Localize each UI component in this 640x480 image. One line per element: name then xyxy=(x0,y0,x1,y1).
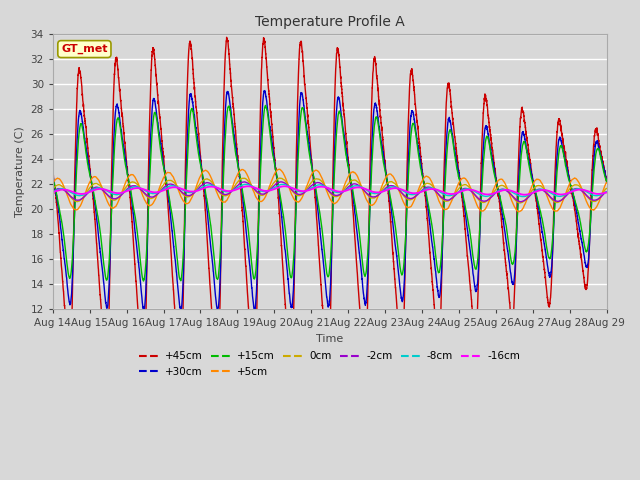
-16cm xyxy=(403,189,410,194)
+30cm xyxy=(603,178,611,183)
+45cm xyxy=(603,180,611,185)
-2cm xyxy=(403,194,410,200)
+15cm xyxy=(262,103,269,108)
0cm xyxy=(494,184,502,190)
-8cm xyxy=(403,190,410,196)
+5cm xyxy=(494,178,502,184)
+30cm xyxy=(465,240,473,245)
+45cm xyxy=(223,35,230,40)
-16cm xyxy=(78,191,86,197)
0cm xyxy=(78,196,86,202)
-16cm xyxy=(502,187,509,193)
Text: GT_met: GT_met xyxy=(61,44,108,54)
+30cm xyxy=(260,88,268,94)
Title: Temperature Profile A: Temperature Profile A xyxy=(255,15,404,29)
0cm xyxy=(276,175,284,181)
Line: +45cm: +45cm xyxy=(53,37,607,388)
+45cm xyxy=(78,83,86,89)
-8cm xyxy=(519,193,527,199)
+15cm xyxy=(78,122,86,128)
0cm xyxy=(403,196,410,202)
-8cm xyxy=(502,187,509,192)
-2cm xyxy=(494,188,502,194)
+30cm xyxy=(177,308,185,314)
+45cm xyxy=(49,167,57,173)
-8cm xyxy=(494,188,502,194)
Line: -16cm: -16cm xyxy=(53,186,607,195)
-16cm xyxy=(465,187,473,192)
+15cm xyxy=(140,278,147,284)
0cm xyxy=(465,184,473,190)
-2cm xyxy=(240,179,248,185)
-2cm xyxy=(502,187,509,193)
-2cm xyxy=(78,196,86,202)
+45cm xyxy=(465,271,473,276)
-2cm xyxy=(480,198,488,204)
+30cm xyxy=(403,219,410,225)
+15cm xyxy=(480,152,488,157)
Line: -8cm: -8cm xyxy=(53,184,607,196)
-8cm xyxy=(78,192,86,198)
+30cm xyxy=(502,234,509,240)
-16cm xyxy=(281,183,289,189)
+5cm xyxy=(515,209,523,215)
-2cm xyxy=(465,187,473,192)
Line: +30cm: +30cm xyxy=(53,91,607,311)
Line: +15cm: +15cm xyxy=(53,106,607,281)
Line: -2cm: -2cm xyxy=(53,182,607,202)
-8cm xyxy=(603,189,611,195)
+5cm xyxy=(465,181,473,187)
+15cm xyxy=(403,217,410,223)
Line: 0cm: 0cm xyxy=(53,178,607,203)
Y-axis label: Temperature (C): Temperature (C) xyxy=(15,126,25,217)
+5cm xyxy=(502,181,509,187)
+5cm xyxy=(276,167,284,172)
0cm xyxy=(49,185,57,191)
Legend: +45cm, +30cm, +15cm, +5cm, 0cm, -2cm, -8cm, -16cm: +45cm, +30cm, +15cm, +5cm, 0cm, -2cm, -8… xyxy=(135,348,524,381)
-16cm xyxy=(494,189,502,195)
-8cm xyxy=(49,189,57,194)
+5cm xyxy=(603,180,611,186)
-8cm xyxy=(480,193,488,199)
Line: +5cm: +5cm xyxy=(53,169,607,212)
-16cm xyxy=(480,191,488,197)
+30cm xyxy=(494,186,502,192)
+45cm xyxy=(213,385,221,391)
+5cm xyxy=(480,207,488,213)
+15cm xyxy=(603,179,611,184)
+15cm xyxy=(502,220,509,226)
+5cm xyxy=(78,200,86,205)
-2cm xyxy=(517,199,525,204)
+45cm xyxy=(502,259,509,265)
+5cm xyxy=(49,180,57,186)
-2cm xyxy=(603,189,611,195)
0cm xyxy=(502,184,509,190)
0cm xyxy=(480,200,488,205)
+45cm xyxy=(403,195,410,201)
-16cm xyxy=(49,189,57,195)
-2cm xyxy=(49,189,57,194)
0cm xyxy=(603,186,611,192)
+30cm xyxy=(480,134,488,140)
+30cm xyxy=(78,115,86,120)
+15cm xyxy=(465,225,473,230)
+15cm xyxy=(494,185,502,191)
+30cm xyxy=(49,173,57,179)
+45cm xyxy=(480,101,488,107)
-8cm xyxy=(465,186,473,192)
-8cm xyxy=(279,181,287,187)
+15cm xyxy=(49,175,57,181)
-16cm xyxy=(603,190,611,195)
X-axis label: Time: Time xyxy=(316,334,343,344)
-16cm xyxy=(520,192,528,198)
+5cm xyxy=(403,204,410,210)
+45cm xyxy=(494,187,502,193)
0cm xyxy=(516,200,524,206)
